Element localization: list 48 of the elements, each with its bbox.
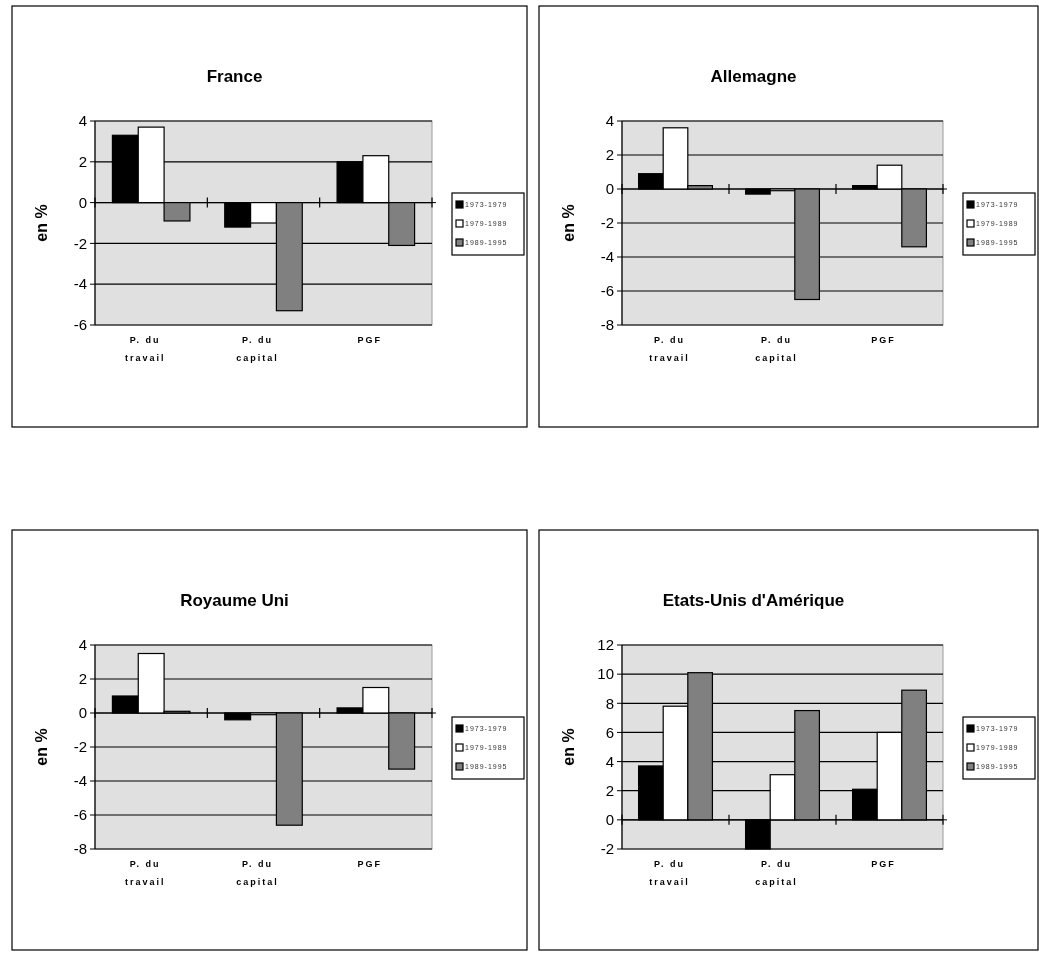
x-tick-label: P. du travail xyxy=(124,335,166,363)
y-tick-label: 10 xyxy=(597,665,614,683)
y-tick-label: 4 xyxy=(78,636,87,654)
y-tick-label: -2 xyxy=(73,234,87,252)
x-tick-label: P. du capital xyxy=(755,335,798,363)
y-tick-label: -8 xyxy=(73,840,87,858)
x-tick-label: P. du capital xyxy=(755,859,798,887)
y-tick-label: 2 xyxy=(78,153,87,171)
y-tick-label: -2 xyxy=(73,738,87,756)
y-tick-label: -2 xyxy=(600,840,614,858)
y-axis-title: en % xyxy=(33,728,50,766)
y-tick-label: -2 xyxy=(600,214,614,232)
y-tick-label: -6 xyxy=(73,316,87,334)
x-tick-label: PGF xyxy=(871,335,896,345)
y-tick-label: 8 xyxy=(605,694,614,712)
y-tick-label: 0 xyxy=(605,180,614,198)
x-tick-label: P. du travail xyxy=(649,859,690,887)
chart-title: Allemagne xyxy=(710,67,797,86)
x-tick-label: P. du travail xyxy=(649,335,690,363)
chart-title: France xyxy=(206,67,263,86)
x-tick-label: PGF xyxy=(357,859,383,869)
x-tick-label: PGF xyxy=(357,335,383,345)
y-tick-label: 4 xyxy=(605,112,614,130)
y-tick-label: 0 xyxy=(78,193,87,211)
y-tick-label: 6 xyxy=(605,723,614,741)
y-axis-title: en % xyxy=(560,728,577,766)
y-tick-label: -8 xyxy=(600,316,614,334)
y-tick-label: -4 xyxy=(73,275,87,293)
chart-title: Etats-Unis d'Amérique xyxy=(662,591,845,610)
y-tick-label: 12 xyxy=(597,636,614,654)
y-tick-label: 2 xyxy=(605,146,614,164)
y-tick-label: 4 xyxy=(78,112,87,130)
y-tick-label: 4 xyxy=(605,752,614,770)
y-tick-label: 2 xyxy=(78,670,87,688)
y-tick-label: 0 xyxy=(605,811,614,829)
x-tick-label: PGF xyxy=(871,859,896,869)
y-tick-label: -4 xyxy=(600,248,614,266)
y-tick-label: 0 xyxy=(78,704,87,722)
chart-title: Royaume Uni xyxy=(180,591,289,610)
x-tick-label: P. du travail xyxy=(124,859,166,887)
x-tick-label: P. du capital xyxy=(236,859,279,887)
y-tick-label: -4 xyxy=(73,772,87,790)
y-axis-title: en % xyxy=(33,204,50,242)
y-tick-label: -6 xyxy=(73,806,87,824)
y-axis-title: en % xyxy=(560,204,577,242)
y-tick-label: -6 xyxy=(600,282,614,300)
x-tick-label: P. du capital xyxy=(236,335,279,363)
y-tick-label: 2 xyxy=(605,781,614,799)
